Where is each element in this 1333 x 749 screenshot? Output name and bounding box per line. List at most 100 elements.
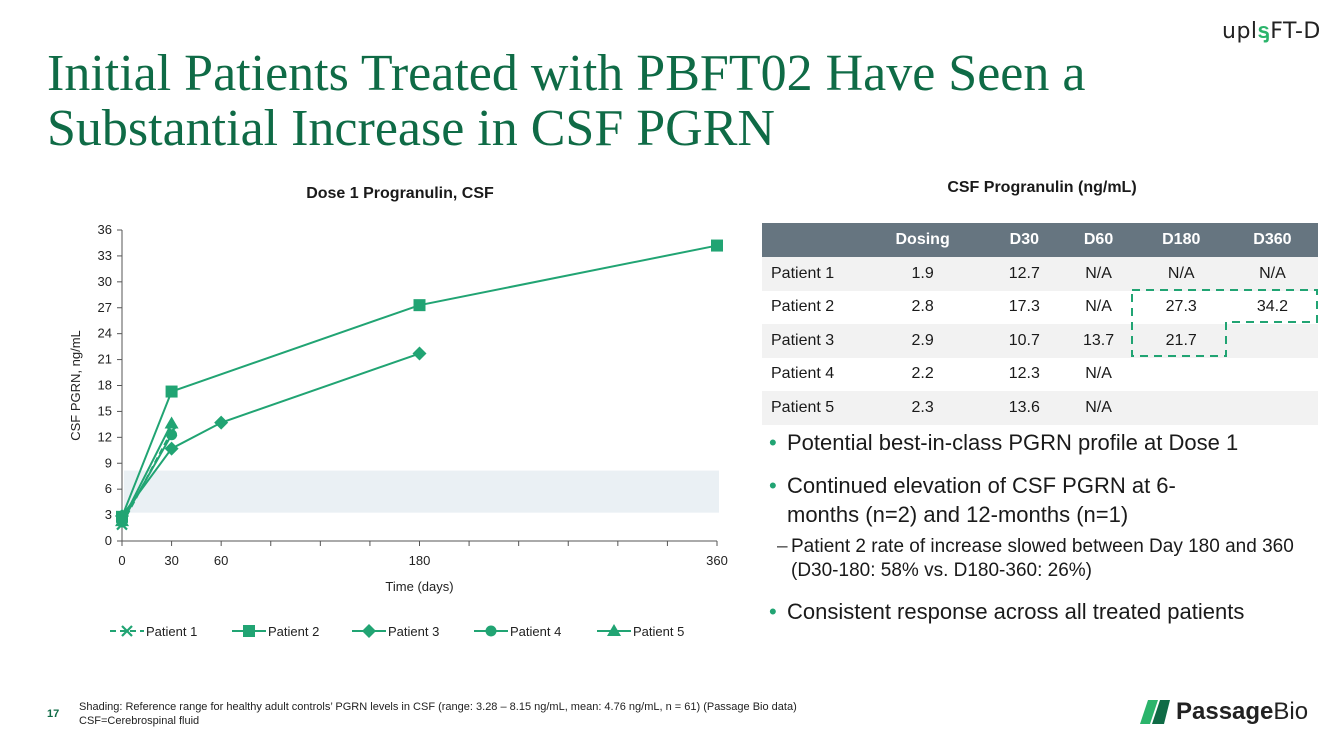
y-axis-label: CSF PGRN, ng/mL [68, 330, 83, 441]
patient-3-data-point [412, 346, 427, 361]
y-tick-label: 0 [105, 533, 112, 548]
table-cell: 2.3 [858, 391, 988, 425]
table-cell: 12.7 [987, 257, 1062, 291]
table-cell: 17.3 [987, 290, 1062, 324]
table-cell [1135, 357, 1227, 391]
table-cell [1226, 391, 1318, 425]
x-tick-label: 30 [164, 553, 178, 568]
y-tick-label: 18 [98, 378, 112, 393]
y-tick-label: 12 [98, 429, 112, 444]
patient-3-series-line [121, 352, 420, 517]
table-cell: 2.9 [858, 324, 988, 358]
slide-title: Initial Patients Treated with PBFT02 Hav… [47, 45, 1086, 157]
legend-label: Patient 5 [633, 624, 684, 639]
legend-marker [485, 625, 497, 637]
y-tick-label: 33 [98, 248, 112, 263]
x-tick-label: 180 [409, 553, 431, 568]
patient-2-data-point [413, 299, 426, 312]
legend-marker [362, 624, 376, 638]
bullet-item: • Potential best-in-class PGRN profile at… [769, 430, 1239, 455]
footnote-csf: CSF=Cerebrospinal fluid [79, 715, 200, 727]
y-tick-label: 24 [98, 326, 112, 341]
dash-icon: – [777, 536, 788, 557]
table-cell: N/A [1061, 357, 1136, 391]
sub-bullet-item: – Patient 2 rate of increase slowed betwe… [777, 536, 1294, 581]
patient-name: Patient 1 [762, 257, 858, 291]
table-row: Patient 2 2.8 17.3 N/A 27.3 34.2 [762, 290, 1318, 324]
table-header-cell: D30 [987, 223, 1062, 257]
table-cell: 10.7 [987, 324, 1062, 358]
patient-2-data-point [711, 239, 723, 252]
table-header-cell: Dosing [858, 223, 988, 257]
page-number: 17 [47, 708, 60, 720]
patient-name: Patient 3 [762, 324, 858, 358]
table-cell: 12.3 [987, 357, 1062, 391]
table-cell: 34.2 [1226, 290, 1318, 324]
x-tick-label: 0 [118, 553, 125, 568]
bullet-dot-icon: • [769, 430, 777, 455]
y-tick-label: 3 [105, 507, 112, 522]
patient-5-series-line [121, 423, 173, 522]
table-header-cell: D360 [1226, 223, 1318, 257]
bullet-item: • Consistent response across all treated … [769, 599, 1245, 624]
bullet-dot-icon: • [769, 473, 777, 498]
table-header-row: Dosing D30 D60 D180 D360 [762, 223, 1318, 257]
passage-bio-logo: PassageBio [1140, 697, 1308, 727]
legend-label: Patient 1 [146, 624, 197, 639]
y-tick-label: 15 [98, 403, 112, 418]
y-tick-label: 30 [98, 274, 112, 289]
y-tick-label: 21 [98, 352, 112, 367]
table-header-cell: D180 [1135, 223, 1227, 257]
patient-4-data-point [166, 429, 178, 441]
chart-title: Dose 1 Progranulin, CSF [306, 185, 494, 202]
table-cell: 27.3 [1135, 290, 1227, 324]
table-header-cell [762, 223, 858, 257]
reference-band [124, 470, 719, 513]
patient-name: Patient 4 [762, 357, 858, 391]
footnotes: Shading: Reference range for healthy adu… [79, 700, 797, 728]
table-cell: 13.6 [987, 391, 1062, 425]
patient-name: Patient 2 [762, 290, 858, 324]
legend-marker [243, 625, 255, 637]
dna-icon: ᶊ [1257, 19, 1271, 44]
table-cell [1135, 391, 1227, 425]
y-tick-label: 6 [105, 481, 112, 496]
table-cell: 1.9 [858, 257, 988, 291]
table-cell [1226, 357, 1318, 391]
x-axis-label: Time (days) [385, 579, 453, 594]
table-row: Patient 5 2.3 13.6 N/A [762, 391, 1318, 425]
x-tick-label: 60 [214, 553, 228, 568]
table-cell [1226, 324, 1318, 358]
patient-2-data-point [165, 385, 178, 398]
upl-ft-d-logo: uplᶊFT-D [1222, 19, 1321, 44]
footnote-shading: Shading: Reference range for healthy adu… [79, 701, 797, 713]
legend-label: Patient 4 [510, 624, 561, 639]
table-header-cell: D60 [1061, 223, 1136, 257]
passage-bio-mark-icon [1140, 700, 1170, 724]
legend-label: Patient 2 [268, 624, 319, 639]
table-title: CSF Progranulin (ng/mL) [947, 179, 1137, 196]
patient-name: Patient 5 [762, 391, 858, 425]
x-tick-label: 360 [706, 553, 728, 568]
bullet-dot-icon: • [769, 599, 777, 624]
table-cell: N/A [1061, 257, 1136, 291]
table-row: Patient 4 2.2 12.3 N/A [762, 357, 1318, 391]
key-findings: • Potential best-in-class PGRN profile at… [769, 428, 1314, 640]
patient-3-data-point [214, 415, 229, 430]
y-tick-label: 36 [98, 222, 112, 237]
table-cell: N/A [1135, 257, 1227, 291]
legend-marker [121, 625, 133, 637]
table-cell: 21.7 [1135, 324, 1227, 358]
patient-4-series-line [121, 434, 173, 523]
table-cell: N/A [1061, 290, 1136, 324]
table-cell: 2.8 [858, 290, 988, 324]
table-cell: 13.7 [1061, 324, 1136, 358]
table-cell: N/A [1226, 257, 1318, 291]
patient-3-data-point [164, 441, 179, 456]
patient-2-series-line [121, 244, 718, 518]
y-tick-label: 9 [105, 455, 112, 470]
y-tick-label: 27 [98, 300, 112, 315]
patient-5-data-point [115, 514, 129, 527]
patient-5-data-point [164, 416, 179, 429]
